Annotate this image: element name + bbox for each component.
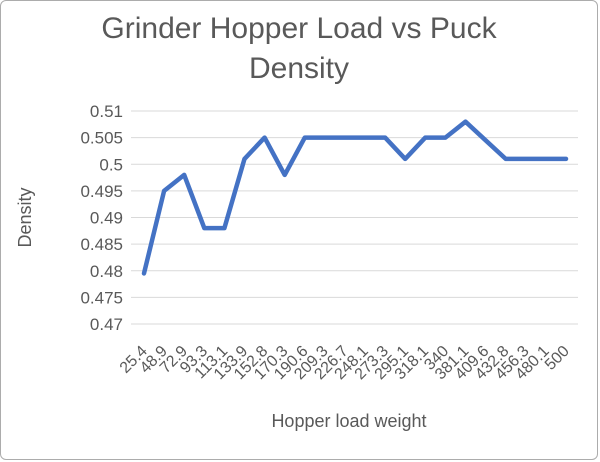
y-tick-label: 0.505 (80, 129, 123, 148)
x-axis-title: Hopper load weight (271, 411, 426, 431)
y-tick-label: 0.495 (80, 182, 123, 201)
data-series-line (141, 119, 569, 276)
y-tick-label: 0.485 (80, 235, 123, 254)
y-tick-label: 0.475 (80, 288, 123, 307)
y-tick-label: 0.48 (90, 262, 123, 281)
y-axis-title: Density (15, 187, 35, 247)
y-tick-label: 0.5 (99, 155, 123, 174)
y-tick-label: 0.49 (90, 209, 123, 228)
chart-title: Grinder Hopper Load vs Puck Density (101, 12, 497, 85)
y-tick-label: 0.47 (90, 315, 123, 334)
x-tick-label: 500 (542, 343, 573, 374)
y-tick-label: 0.51 (90, 102, 123, 121)
